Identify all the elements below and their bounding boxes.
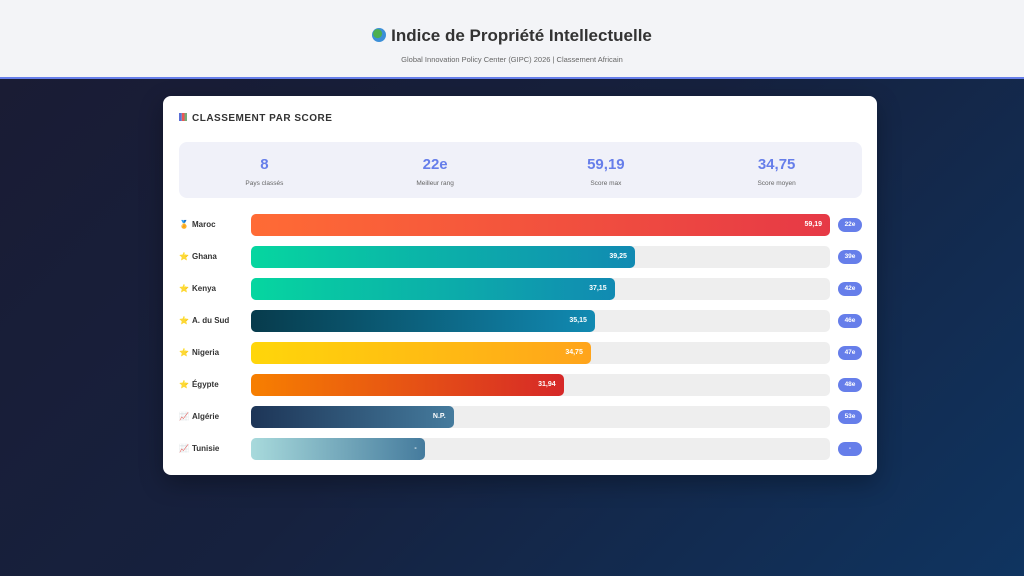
- rank-badge: 47e: [838, 346, 862, 360]
- stat-item: 22e Meilleur rang: [350, 142, 521, 198]
- score-value: 35,15: [569, 317, 587, 324]
- score-bar-track: -: [251, 438, 830, 460]
- stat-label: Meilleur rang: [416, 180, 454, 187]
- country-name: 📈 Algérie: [179, 412, 219, 421]
- country-name: ⭐ Kenya: [179, 284, 216, 293]
- score-value: 39,25: [609, 253, 627, 260]
- score-value: -: [414, 445, 417, 452]
- globe-icon: [372, 28, 387, 42]
- country-row: 🏅 Maroc 59,19 22e: [179, 214, 862, 236]
- score-bar-track: 59,19: [251, 214, 830, 236]
- stat-item: 59,19 Score max: [521, 142, 692, 198]
- stat-label: Score moyen: [757, 180, 796, 187]
- score-bar-track: 39,25: [251, 246, 830, 268]
- stat-value: 59,19: [587, 156, 625, 173]
- country-name: ⭐ Ghana: [179, 252, 217, 261]
- page-subtitle: Global Innovation Policy Center (GIPC) 2…: [401, 55, 623, 64]
- country-row: ⭐ Kenya 37,15 42e: [179, 278, 862, 300]
- score-bar: N.P.: [251, 406, 454, 428]
- country-label: Maroc: [191, 220, 216, 229]
- rank-badge: 46e: [838, 314, 862, 328]
- rank-badge: -: [838, 442, 862, 456]
- score-bar: 39,25: [251, 246, 635, 268]
- country-row: ⭐ Égypte 31,94 48e: [179, 374, 862, 396]
- country-label: Égypte: [191, 380, 219, 389]
- stat-item: 34,75 Score moyen: [691, 142, 862, 198]
- star-icon: ⭐: [179, 348, 189, 357]
- score-bar: 37,15: [251, 278, 615, 300]
- score-bar-track: N.P.: [251, 406, 830, 428]
- country-name: ⭐ Nigeria: [179, 348, 219, 357]
- score-value: 37,15: [589, 285, 607, 292]
- country-label: Nigeria: [191, 348, 220, 357]
- ranking-card: CLASSEMENT PAR SCORE 8 Pays classés 22e Mei…: [163, 96, 877, 475]
- country-label: Tunisie: [191, 444, 220, 453]
- star-icon: ⭐: [179, 380, 189, 389]
- bar-chart-icon: [179, 113, 187, 121]
- stat-value: 8: [260, 156, 269, 173]
- score-bar-track: 37,15: [251, 278, 830, 300]
- score-bar-track: 35,15: [251, 310, 830, 332]
- stat-label: Score max: [590, 180, 622, 187]
- country-row: 📈 Algérie N.P. 53e: [179, 406, 862, 428]
- stat-value: 22e: [422, 156, 448, 173]
- rank-badge: 42e: [838, 282, 862, 296]
- score-bar-track: 31,94: [251, 374, 830, 396]
- page-header: Indice de Propriété Intellectuelle Globa…: [0, 0, 1024, 79]
- country-name: ⭐ A. du Sud: [179, 316, 229, 325]
- score-bar: 31,94: [251, 374, 564, 396]
- stat-label: Pays classés: [245, 180, 284, 187]
- country-name: 🏅 Maroc: [179, 220, 216, 229]
- score-bar-track: 34,75: [251, 342, 830, 364]
- country-name: ⭐ Égypte: [179, 380, 219, 389]
- trend-icon: 📈: [179, 412, 189, 421]
- score-bar: -: [251, 438, 425, 460]
- medal-icon: 🏅: [179, 220, 189, 229]
- score-value: 31,94: [538, 381, 556, 388]
- score-bar: 59,19: [251, 214, 830, 236]
- card-title: CLASSEMENT PAR SCORE: [179, 113, 332, 124]
- page-title: Indice de Propriété Intellectuelle: [0, 26, 1024, 46]
- country-label: Kenya: [191, 284, 216, 293]
- country-label: Algérie: [191, 412, 220, 421]
- country-row: 📈 Tunisie - -: [179, 438, 862, 460]
- rank-badge: 39e: [838, 250, 862, 264]
- country-row: ⭐ A. du Sud 35,15 46e: [179, 310, 862, 332]
- country-label: A. du Sud: [191, 316, 230, 325]
- rank-badge: 48e: [838, 378, 862, 392]
- country-row: ⭐ Nigeria 34,75 47e: [179, 342, 862, 364]
- stat-value: 34,75: [757, 156, 796, 173]
- stats-panel: 8 Pays classés 22e Meilleur rang 59,19 Score …: [179, 142, 862, 198]
- star-icon: ⭐: [179, 252, 189, 261]
- score-value: 34,75: [565, 349, 583, 356]
- title-text: Indice de Propriété Intellectuelle: [391, 26, 652, 45]
- rank-badge: 53e: [838, 410, 862, 424]
- score-bar: 35,15: [251, 310, 595, 332]
- star-icon: ⭐: [179, 284, 189, 293]
- country-label: Ghana: [191, 252, 217, 261]
- country-row: ⭐ Ghana 39,25 39e: [179, 246, 862, 268]
- card-title-text: CLASSEMENT PAR SCORE: [192, 113, 333, 124]
- country-name: 📈 Tunisie: [179, 444, 219, 453]
- star-icon: ⭐: [179, 316, 189, 325]
- stat-item: 8 Pays classés: [179, 142, 350, 198]
- score-bar: 34,75: [251, 342, 591, 364]
- score-value: N.P.: [432, 413, 446, 420]
- rank-badge: 22e: [838, 218, 862, 232]
- score-value: 59,19: [804, 221, 822, 228]
- trend-icon: 📈: [179, 444, 189, 453]
